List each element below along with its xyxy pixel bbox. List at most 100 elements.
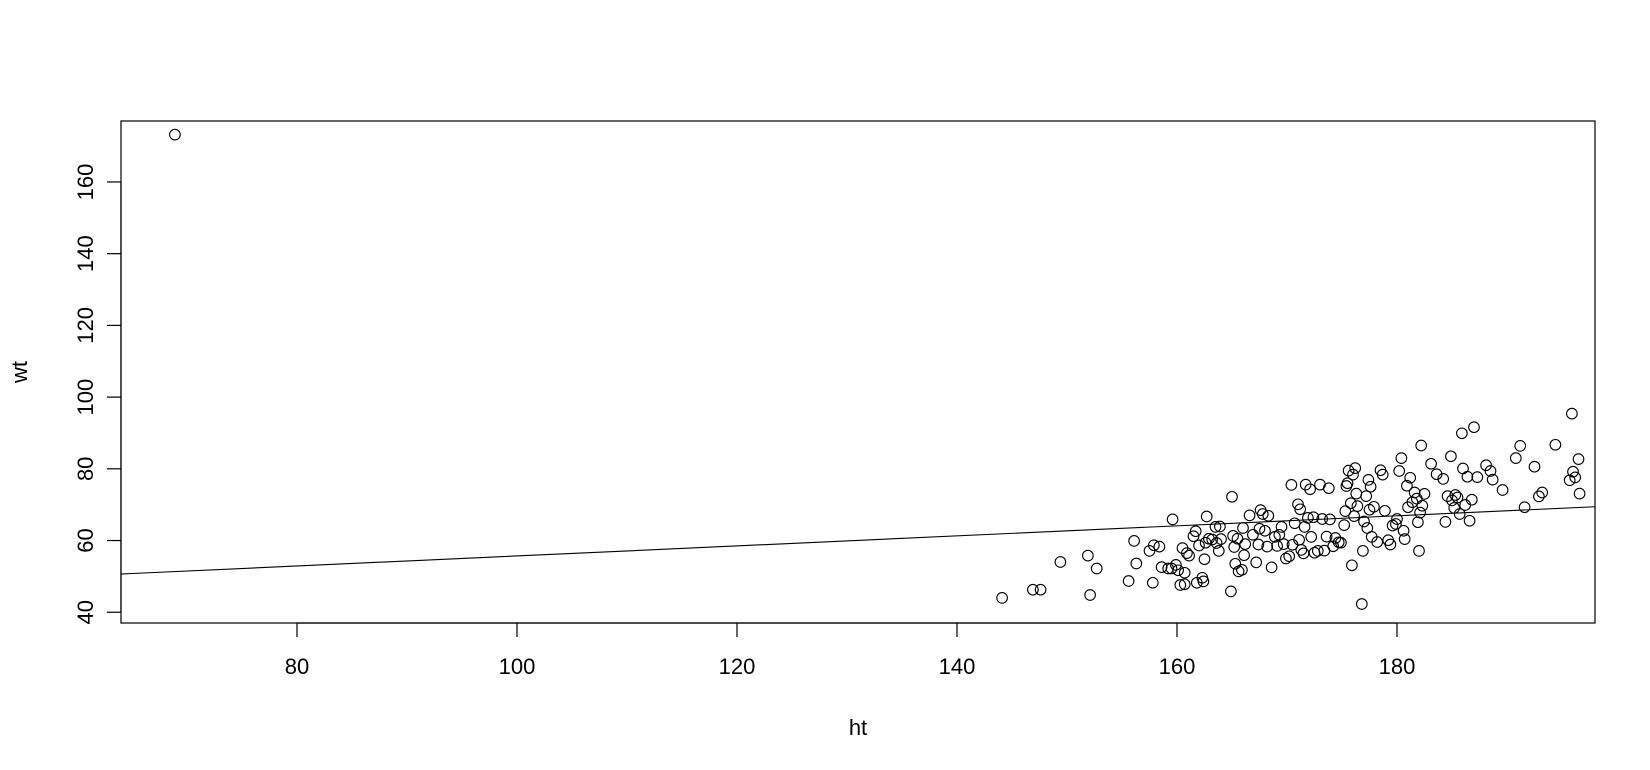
data-point <box>1364 480 1377 493</box>
data-point <box>1054 556 1067 568</box>
data-point <box>1342 464 1355 477</box>
data-point <box>1271 540 1283 552</box>
data-point <box>1166 513 1179 526</box>
data-point <box>1262 509 1275 522</box>
data-point <box>1408 486 1421 499</box>
data-point <box>1463 514 1476 527</box>
y-tick-label: 40 <box>73 600 98 624</box>
data-point <box>1486 473 1499 486</box>
data-point <box>1384 538 1397 551</box>
data-point <box>1572 453 1585 465</box>
data-point <box>1414 506 1426 519</box>
data-point <box>1376 468 1389 481</box>
data-point <box>1448 502 1461 514</box>
data-point <box>1528 460 1541 473</box>
x-axis: 80 100 120 140 160 180 <box>285 622 1415 679</box>
y-tick-label: 80 <box>73 457 98 481</box>
data-point <box>1174 579 1187 591</box>
data-point <box>1412 516 1424 529</box>
data-point <box>1285 479 1298 491</box>
data-point <box>1304 483 1316 496</box>
data-point <box>1210 537 1223 549</box>
data-point <box>1418 488 1431 500</box>
data-point <box>1183 549 1195 562</box>
data-point <box>1415 439 1428 452</box>
data-point <box>1148 539 1160 552</box>
x-axis-label: ht <box>849 715 867 740</box>
data-point <box>1451 491 1464 504</box>
data-point <box>1084 589 1096 601</box>
data-point <box>1082 549 1094 562</box>
data-point <box>1457 462 1469 475</box>
data-point <box>1348 510 1360 522</box>
data-point <box>1252 538 1265 551</box>
plot-frame <box>120 120 1596 624</box>
data-point <box>1368 500 1380 513</box>
data-point <box>1090 562 1103 575</box>
data-point <box>1189 525 1202 538</box>
data-point <box>1536 486 1549 499</box>
data-point <box>1170 559 1182 571</box>
data-point <box>1509 452 1522 464</box>
data-point <box>1465 493 1478 506</box>
data-point <box>1128 535 1140 547</box>
data-point <box>1350 487 1363 500</box>
data-point <box>1401 479 1413 492</box>
data-point <box>1250 556 1263 569</box>
data-point <box>1480 459 1492 472</box>
data-point <box>1533 490 1545 503</box>
data-point <box>1573 487 1586 500</box>
data-point <box>1346 559 1358 572</box>
data-point <box>1404 471 1417 484</box>
data-point <box>1355 598 1368 610</box>
data-point <box>1231 532 1244 545</box>
data-point <box>1311 545 1324 557</box>
data-point <box>1229 557 1242 570</box>
data-point <box>1307 511 1320 524</box>
data-point <box>1259 524 1271 537</box>
data-point <box>1206 533 1219 546</box>
data-point <box>1165 562 1178 575</box>
data-point <box>1518 501 1531 514</box>
y-tick-label: 60 <box>73 528 98 552</box>
data-point <box>1549 438 1562 451</box>
x-tick-label: 100 <box>499 654 536 679</box>
data-point <box>1292 498 1304 511</box>
x-tick-label: 80 <box>285 654 309 679</box>
data-point <box>1390 518 1402 530</box>
y-tick-label: 160 <box>73 164 98 201</box>
data-point <box>1146 576 1159 589</box>
x-tick-label: 120 <box>719 654 756 679</box>
regression-line <box>120 506 1596 575</box>
data-point <box>1273 528 1286 541</box>
data-point <box>1484 465 1497 477</box>
data-point <box>1320 530 1333 543</box>
y-axis-label: wt <box>7 361 32 384</box>
data-point <box>169 128 181 141</box>
data-point <box>1395 452 1408 464</box>
data-point <box>1283 550 1296 563</box>
data-point <box>1275 521 1288 533</box>
data-point <box>1357 545 1369 557</box>
data-point <box>1181 547 1193 559</box>
data-point <box>1393 465 1406 477</box>
data-point <box>1197 575 1210 588</box>
data-point <box>1322 482 1335 495</box>
data-point <box>1027 583 1039 596</box>
data-point <box>1349 462 1362 474</box>
data-point <box>1239 538 1252 550</box>
data-point <box>1566 407 1578 420</box>
data-point <box>1338 519 1351 531</box>
y-tick-label: 140 <box>73 235 98 272</box>
data-point <box>1416 499 1429 512</box>
data-point <box>1425 457 1437 470</box>
data-point <box>1243 509 1256 522</box>
y-tick-label: 100 <box>73 379 98 416</box>
data-point <box>1449 489 1462 501</box>
data-point <box>1358 515 1370 528</box>
data-point <box>1034 583 1047 596</box>
data-point <box>1212 545 1225 557</box>
data-point <box>1461 470 1474 483</box>
data-point <box>1567 465 1579 478</box>
data-point <box>1256 508 1269 520</box>
